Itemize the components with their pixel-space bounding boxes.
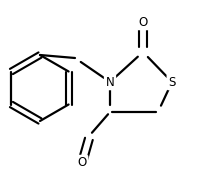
Text: N: N (106, 75, 114, 88)
Text: O: O (138, 15, 148, 28)
Text: O: O (77, 156, 87, 169)
Text: S: S (168, 75, 176, 88)
